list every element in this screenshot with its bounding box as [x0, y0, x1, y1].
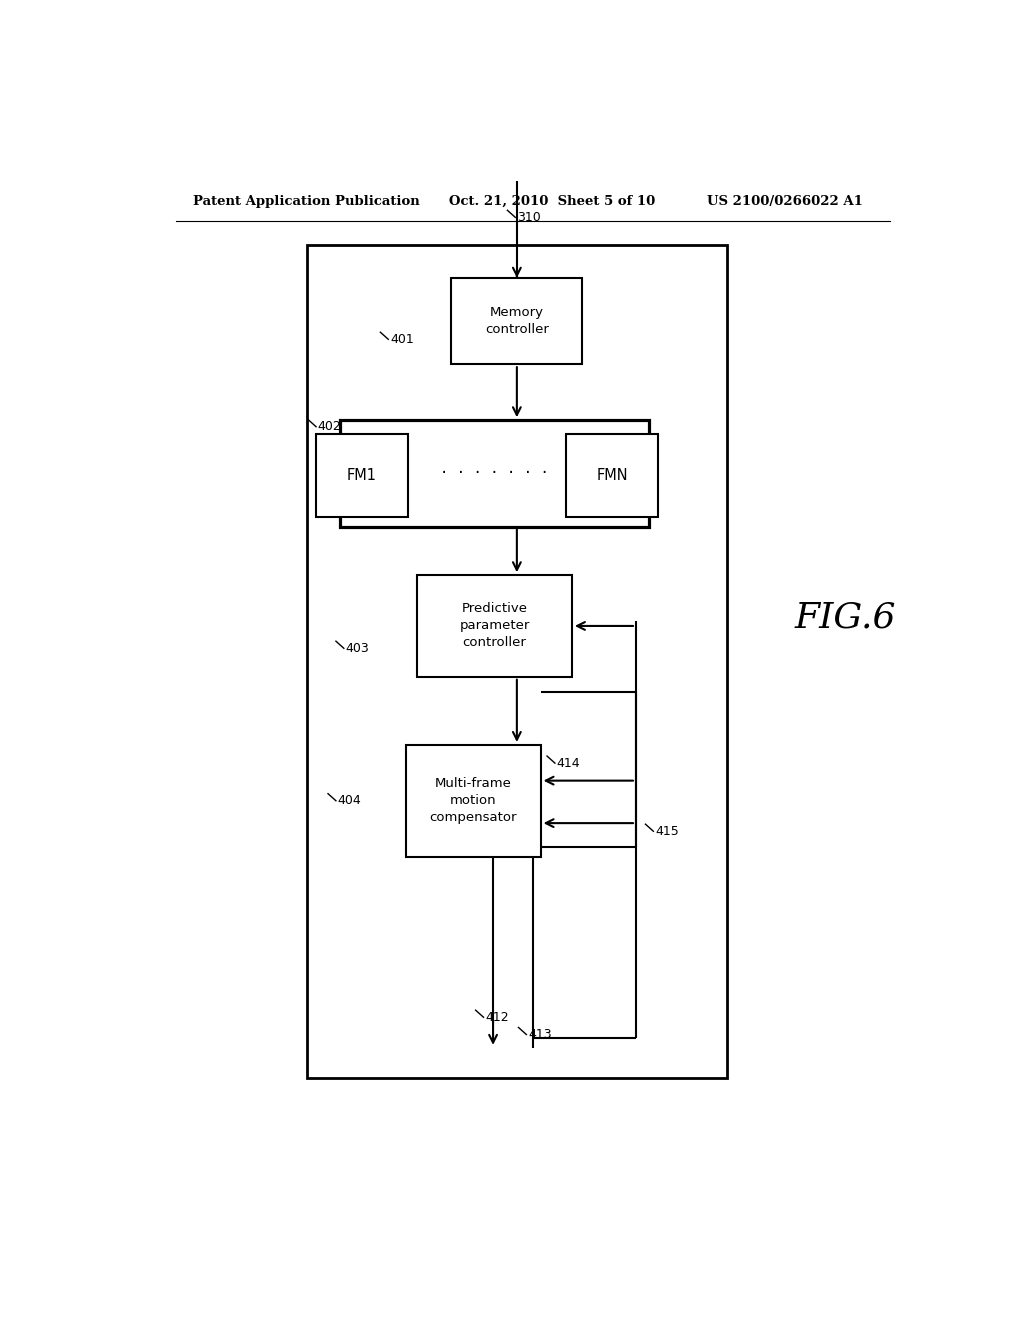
Text: 404: 404 — [338, 795, 361, 808]
Text: FM1: FM1 — [347, 469, 377, 483]
Bar — [316, 434, 408, 517]
Bar — [306, 244, 727, 1078]
Bar — [566, 434, 657, 517]
Text: Memory
controller: Memory controller — [485, 306, 549, 337]
Text: 413: 413 — [528, 1028, 552, 1041]
Text: FMN: FMN — [596, 469, 628, 483]
Text: 403: 403 — [345, 642, 370, 655]
Bar — [340, 420, 649, 527]
Bar — [452, 277, 583, 364]
Text: Multi-frame
motion
compensator: Multi-frame motion compensator — [429, 777, 517, 824]
Text: 412: 412 — [485, 1011, 509, 1024]
Text: Patent Application Publication: Patent Application Publication — [194, 194, 420, 207]
Text: 415: 415 — [655, 825, 679, 838]
Bar — [417, 576, 572, 677]
Text: Predictive
parameter
controller: Predictive parameter controller — [460, 602, 529, 649]
Bar — [406, 744, 541, 857]
Text: FIG.6: FIG.6 — [795, 601, 896, 635]
Text: Oct. 21, 2010  Sheet 5 of 10: Oct. 21, 2010 Sheet 5 of 10 — [450, 194, 655, 207]
Text: 402: 402 — [317, 420, 341, 433]
Text: · · · · · · ·: · · · · · · · — [440, 466, 549, 480]
Text: 401: 401 — [390, 333, 414, 346]
Text: US 2100/0266022 A1: US 2100/0266022 A1 — [708, 194, 863, 207]
Text: 414: 414 — [557, 756, 581, 770]
Text: 310: 310 — [517, 211, 541, 224]
